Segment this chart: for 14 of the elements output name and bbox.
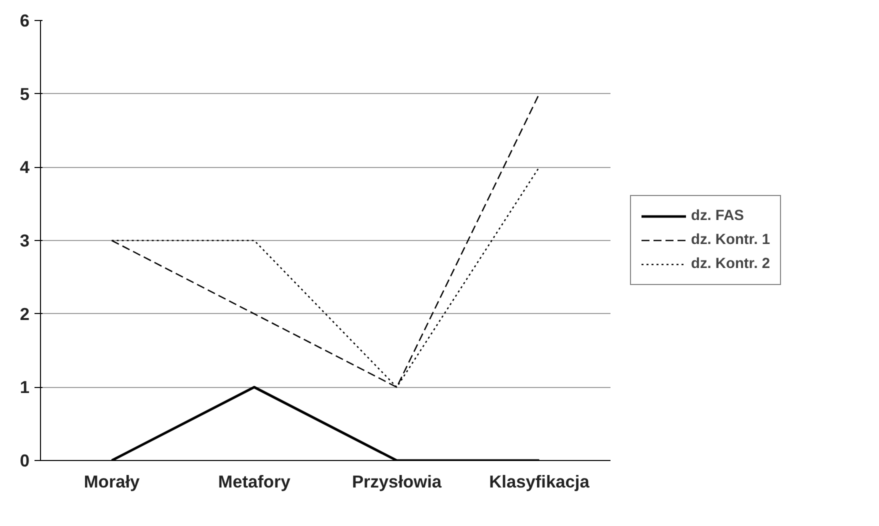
- x-tick-label: Morały: [84, 472, 140, 492]
- x-tick-label: Klasyfikacja: [489, 472, 590, 492]
- y-tick-label: 6: [20, 10, 30, 30]
- x-tick-label: Metafory: [218, 472, 291, 492]
- y-tick-label: 2: [20, 304, 30, 324]
- y-tick-label: 0: [20, 450, 30, 470]
- y-tick-label: 1: [20, 377, 30, 398]
- x-tick-label: Przysłowia: [352, 472, 442, 492]
- y-tick-label: 5: [20, 84, 30, 104]
- y-tick-label: 3: [20, 230, 30, 250]
- legend-label: dz. FAS: [691, 208, 744, 224]
- legend-label: dz. Kontr. 2: [691, 256, 770, 272]
- y-tick-label: 4: [20, 157, 30, 178]
- legend-label: dz. Kontr. 1: [691, 232, 770, 248]
